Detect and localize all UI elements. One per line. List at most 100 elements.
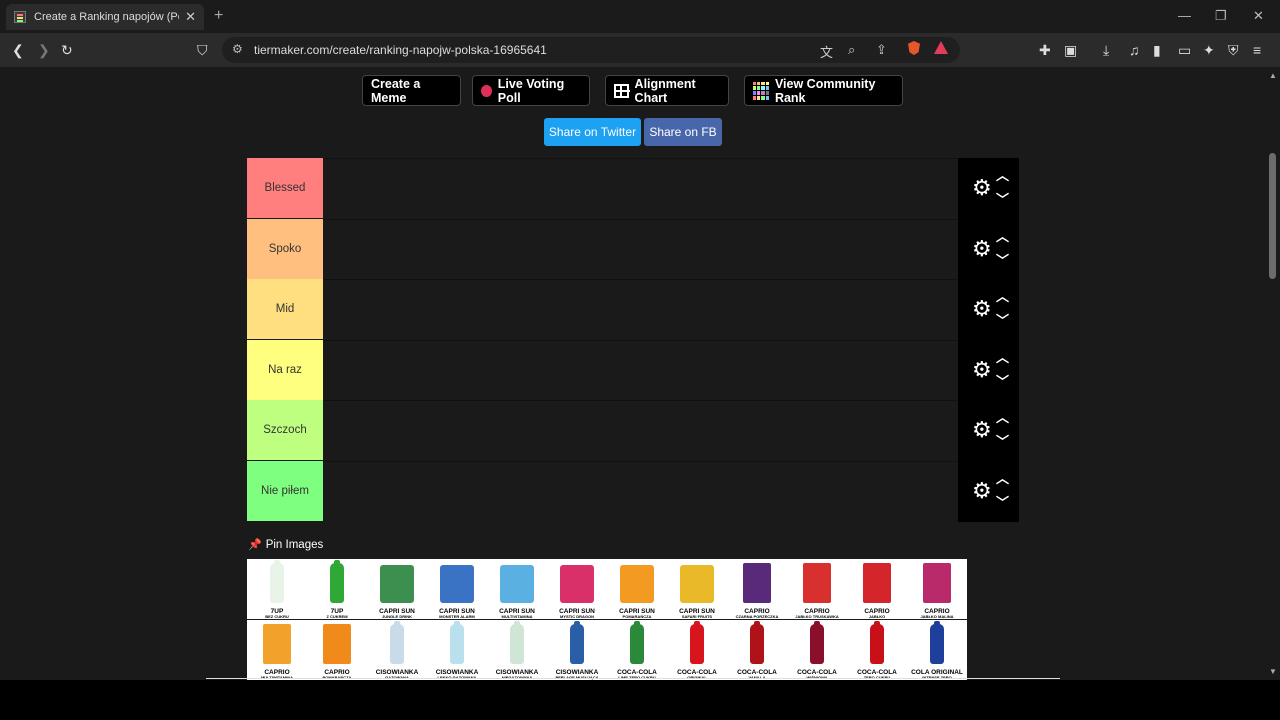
menu-icon[interactable]: ≡ bbox=[1253, 42, 1262, 58]
tab-close-icon[interactable]: ✕ bbox=[185, 9, 196, 24]
bookmark-icon[interactable]: ⛉ bbox=[197, 42, 208, 58]
move-tier-down-icon[interactable]: ﹀ bbox=[996, 373, 1010, 389]
translate-icon[interactable]: 文 bbox=[820, 45, 834, 60]
scrollbar-thumb[interactable] bbox=[1269, 153, 1276, 279]
draggable-item[interactable]: CAPRIO JABŁKO TRUSKAWKA bbox=[787, 559, 847, 619]
draggable-item[interactable]: COLA ORIGINALINTENSE ZERO bbox=[907, 620, 967, 680]
draggable-item[interactable]: CISOWIANKANIEGAZOWANA bbox=[487, 620, 547, 680]
scroll-up-icon[interactable]: ▲ bbox=[1269, 71, 1277, 80]
tier-settings-gear-icon[interactable]: ⚙ bbox=[972, 356, 992, 382]
draggable-item[interactable]: CAPRIO JABŁKO bbox=[847, 559, 907, 619]
tier-settings-gear-icon[interactable]: ⚙ bbox=[972, 296, 992, 322]
address-bar[interactable]: ⚙ tiermaker.com/create/ranking-napojw-po… bbox=[222, 37, 960, 63]
draggable-item[interactable]: CAPRI SUN MONSTER ALARM bbox=[427, 559, 487, 619]
item-caption: CAPRI SUN POMARAŃCZA bbox=[607, 608, 667, 619]
move-tier-down-icon[interactable]: ﹀ bbox=[996, 313, 1010, 329]
draggable-item[interactable]: CAPRI SUN MYSTIC DRAGON bbox=[547, 559, 607, 619]
move-tier-down-icon[interactable]: ﹀ bbox=[996, 192, 1010, 207]
brave-shields-icon[interactable] bbox=[908, 41, 920, 55]
move-tier-up-icon[interactable]: ︿ bbox=[996, 349, 1010, 365]
move-tier-down-icon[interactable]: ﹀ bbox=[996, 495, 1010, 510]
draggable-item[interactable]: COCA-COLAZERO CUKRU bbox=[847, 620, 907, 680]
pin-images-toggle[interactable]: 📌 Pin Images bbox=[248, 538, 323, 552]
browser-tab-bar: Create a Ranking napojów (Polsk ✕ + — ❐ … bbox=[0, 0, 1280, 33]
share-fb-button[interactable]: Share on FB bbox=[644, 118, 722, 146]
drink-pouch-icon bbox=[680, 565, 714, 603]
vpn-icon[interactable]: ⛨ bbox=[1228, 42, 1239, 58]
leo-ai-icon[interactable]: ✦ bbox=[1203, 42, 1215, 58]
scroll-down-icon[interactable]: ▼ bbox=[1269, 667, 1277, 676]
tier-drop-zone[interactable] bbox=[323, 279, 958, 340]
draggable-item[interactable]: 7UP Z CUKREM bbox=[307, 559, 367, 619]
tier-label[interactable]: Szczoch bbox=[247, 400, 323, 461]
tier-label[interactable]: Blessed bbox=[247, 158, 323, 218]
tier-drop-zone[interactable] bbox=[323, 461, 958, 521]
back-icon[interactable]: ❮ bbox=[12, 42, 24, 58]
page-scrollbar[interactable]: ▲ ▼ bbox=[1266, 67, 1280, 680]
tier-settings-gear-icon[interactable]: ⚙ bbox=[972, 478, 992, 503]
extensions-icon[interactable]: ✚ bbox=[1039, 42, 1051, 58]
draggable-item[interactable]: CAPRI SUN MULTIVITAMINA bbox=[487, 559, 547, 619]
restore-icon[interactable]: ❐ bbox=[1215, 8, 1227, 23]
draggable-item[interactable]: CAPRIO CZARNA PORZECZKA bbox=[727, 559, 787, 619]
tier-drop-zone[interactable] bbox=[323, 400, 958, 461]
media-icon[interactable]: ♫ bbox=[1129, 42, 1140, 58]
draggable-item[interactable]: COCA-COLAVANILLA bbox=[727, 620, 787, 680]
move-tier-up-icon[interactable]: ︿ bbox=[996, 471, 1010, 486]
item-variant: POMARAŃCZA bbox=[307, 676, 367, 680]
tier-drop-zone[interactable] bbox=[323, 158, 958, 218]
url-text[interactable]: tiermaker.com/create/ranking-napojw-pols… bbox=[254, 43, 547, 57]
live-voting-poll-button[interactable]: Live Voting Poll bbox=[472, 75, 590, 106]
share-twitter-button[interactable]: Share on Twitter bbox=[544, 118, 641, 146]
sidebar-icon[interactable]: ▮ bbox=[1153, 42, 1161, 58]
drink-bottle-icon bbox=[630, 621, 644, 664]
minimize-icon[interactable]: — bbox=[1178, 8, 1191, 23]
share-icon[interactable]: ⇪ bbox=[876, 42, 887, 57]
move-tier-down-icon[interactable]: ﹀ bbox=[996, 252, 1010, 268]
move-tier-down-icon[interactable]: ﹀ bbox=[996, 434, 1010, 450]
new-tab-icon[interactable]: + bbox=[214, 7, 224, 24]
tier-settings-gear-icon[interactable]: ⚙ bbox=[972, 417, 992, 443]
draggable-item[interactable]: CAPRIOMULTIWITAMINA bbox=[247, 620, 307, 680]
tier-settings-gear-icon[interactable]: ⚙ bbox=[972, 175, 992, 200]
alignment-chart-button[interactable]: Alignment Chart bbox=[605, 75, 729, 106]
brave-rewards-icon[interactable] bbox=[934, 41, 948, 54]
create-meme-button[interactable]: Create a Meme bbox=[362, 75, 461, 106]
move-tier-up-icon[interactable]: ︿ bbox=[996, 410, 1010, 426]
zoom-icon[interactable]: ⌕ bbox=[848, 42, 856, 57]
draggable-item[interactable]: CAPRI SUN POMARAŃCZA bbox=[607, 559, 667, 619]
move-tier-up-icon[interactable]: ︿ bbox=[996, 228, 1010, 244]
tier-drop-zone[interactable] bbox=[323, 218, 958, 279]
reload-icon[interactable]: ↻ bbox=[61, 42, 73, 58]
move-tier-up-icon[interactable]: ︿ bbox=[996, 168, 1010, 183]
tier-label[interactable]: Mid bbox=[247, 279, 323, 340]
draggable-item[interactable]: CAPRIO JABŁKO MALINA bbox=[907, 559, 967, 619]
view-community-rank-button[interactable]: View Community Rank bbox=[744, 75, 903, 106]
move-tier-up-icon[interactable]: ︿ bbox=[996, 289, 1010, 305]
draggable-item[interactable]: CISOWIANKAPERLAGE MUSUJĄCA bbox=[547, 620, 607, 680]
draggable-item[interactable]: CISOWIANKAGAZOWANA bbox=[367, 620, 427, 680]
site-info-icon[interactable]: ⚙ bbox=[232, 42, 243, 56]
tier-label[interactable]: Nie piłem bbox=[247, 461, 323, 521]
draggable-item[interactable]: 7UP BEZ CUKRU bbox=[247, 559, 307, 619]
downloads-icon[interactable]: ⤓ bbox=[1103, 42, 1110, 58]
item-name: CAPRI SUN bbox=[379, 608, 415, 615]
tier-settings-gear-icon[interactable]: ⚙ bbox=[972, 235, 992, 261]
draggable-item[interactable]: COCA-COLALIME ZERO CUKRU bbox=[607, 620, 667, 680]
drink-bottle-icon bbox=[450, 621, 464, 664]
window-close-icon[interactable]: ✕ bbox=[1253, 8, 1264, 23]
tier-drop-zone[interactable] bbox=[323, 339, 958, 400]
draggable-item[interactable]: COCA-COLAWIŚNIOWA bbox=[787, 620, 847, 680]
wallet-icon[interactable]: ▭ bbox=[1178, 42, 1192, 58]
forward-icon[interactable]: ❯ bbox=[38, 42, 50, 58]
draggable-item[interactable]: CISOWIANKALEKKO GAZOWANA bbox=[427, 620, 487, 680]
draggable-item[interactable]: CAPRI SUN SAFARI FRUITS bbox=[667, 559, 727, 619]
browser-tab[interactable]: Create a Ranking napojów (Polsk ✕ bbox=[6, 4, 204, 30]
tier-label[interactable]: Na raz bbox=[247, 339, 323, 400]
tier-label[interactable]: Spoko bbox=[247, 218, 323, 279]
drink-bottle-icon bbox=[690, 621, 704, 664]
screenshot-icon[interactable]: ▣ bbox=[1064, 42, 1078, 58]
draggable-item[interactable]: CAPRIOPOMARAŃCZA bbox=[307, 620, 367, 680]
draggable-item[interactable]: CAPRI SUN JUNGLE DRINK bbox=[367, 559, 427, 619]
